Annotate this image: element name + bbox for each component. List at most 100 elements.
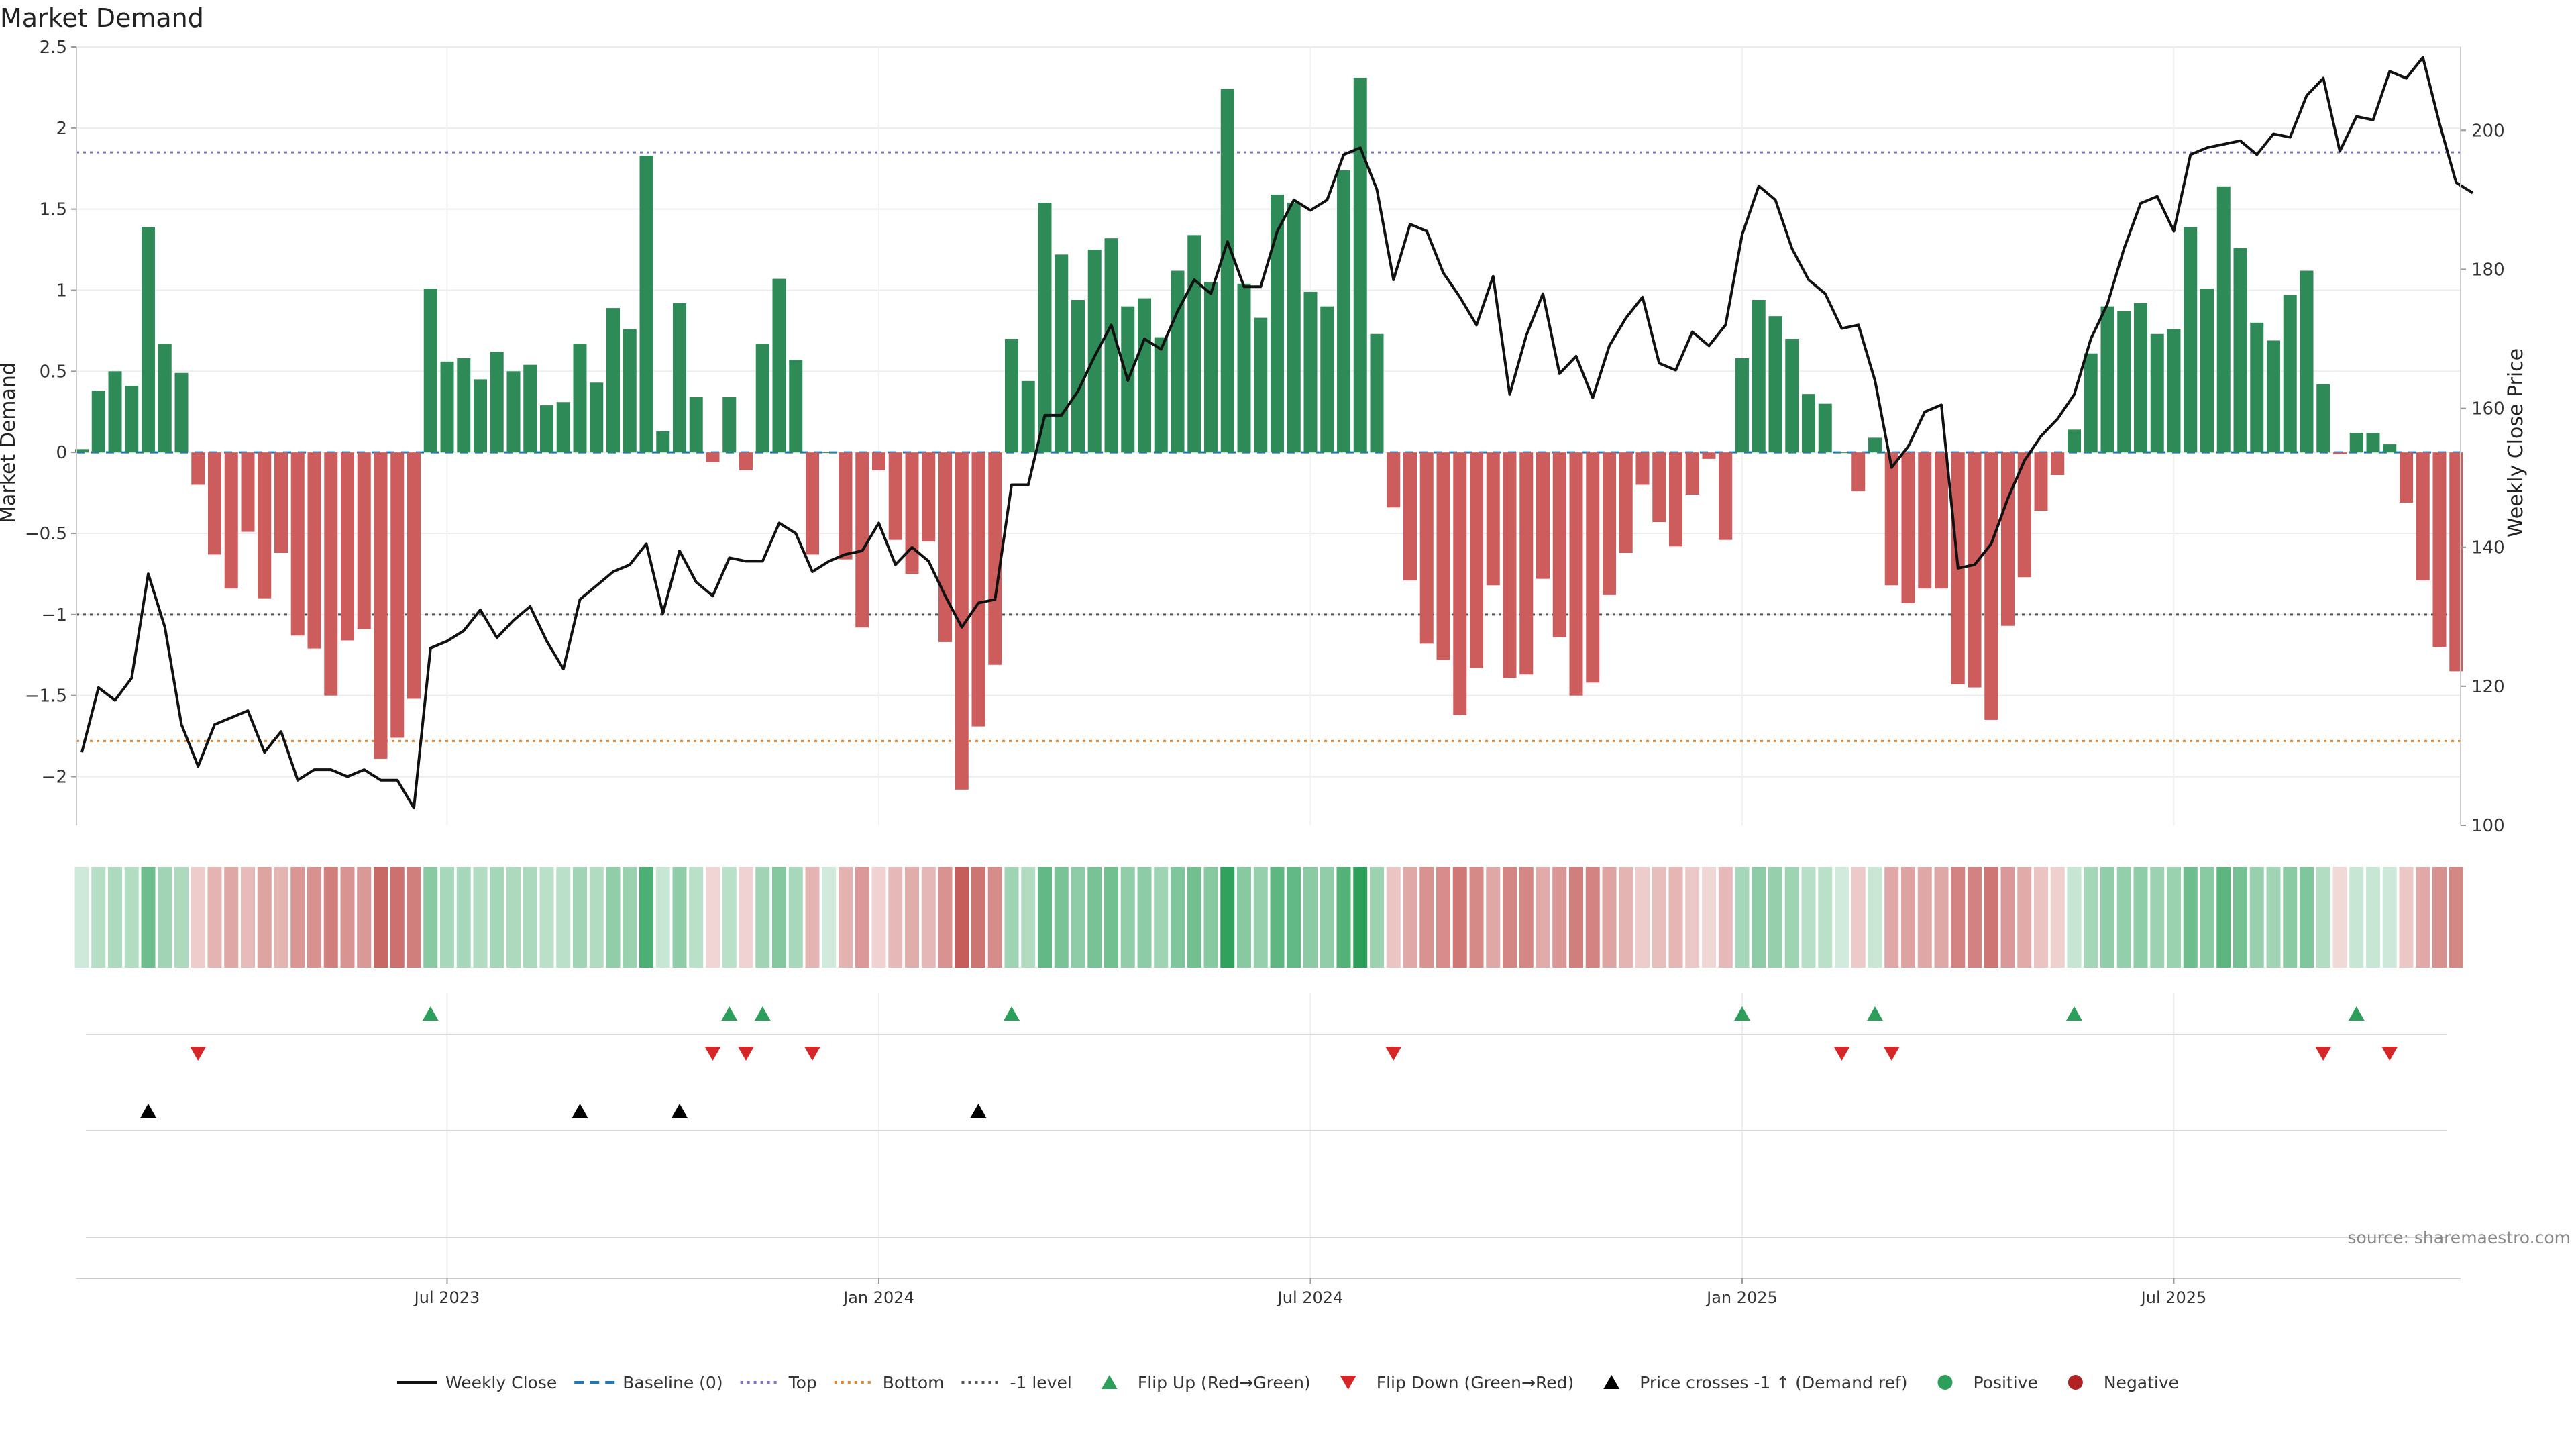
heat-cell [1552, 867, 1567, 968]
demand-bar [1702, 452, 1716, 459]
demand-bar [855, 452, 869, 628]
heat-cell [1237, 867, 1251, 968]
demand-bar [888, 452, 902, 540]
y-axis-label: Market Demand [0, 362, 20, 523]
demand-bar [789, 360, 803, 453]
y-tick-label: 0 [56, 443, 67, 463]
heat-cell [2200, 867, 2214, 968]
demand-bar [1884, 452, 1898, 586]
heat-cell [1685, 867, 1700, 968]
heat-cell [1934, 867, 1949, 968]
heat-cell [556, 867, 571, 968]
heat-cell [1436, 867, 1450, 968]
heat-cell [2116, 867, 2131, 968]
heat-cell [2183, 867, 2198, 968]
demand-bar [2167, 329, 2181, 453]
demand-bar [290, 452, 305, 636]
heat-cell [1038, 867, 1052, 968]
demand-bar [590, 382, 604, 453]
heat-cell [1951, 867, 1966, 968]
demand-bar [1055, 254, 1069, 453]
heat-cell [1984, 867, 1998, 968]
heat-cell [224, 867, 239, 968]
demand-bar [673, 303, 686, 453]
demand-bar [839, 452, 853, 560]
demand-bar [1802, 394, 1815, 453]
y2-tick-label: 120 [2471, 677, 2505, 697]
demand-bar [1818, 403, 1832, 453]
flip-down-marker [804, 1047, 820, 1061]
flip-up-marker [422, 1006, 439, 1021]
heat-cell [1370, 867, 1384, 968]
flip-up-marker [2348, 1006, 2365, 1021]
heat-cell [1884, 867, 1899, 968]
heat-cell [340, 867, 355, 968]
heat-cell [1270, 867, 1285, 968]
heat-cell [2349, 867, 2364, 968]
demand-bar [2366, 433, 2380, 453]
demand-bar [689, 397, 703, 453]
heat-cell [2050, 867, 2065, 968]
demand-bar [1287, 203, 1301, 453]
heat-cell [822, 867, 837, 968]
demand-bar [1104, 238, 1118, 453]
heat-cell [2266, 867, 2281, 968]
heat-cell [1353, 867, 1368, 968]
heat-cell [440, 867, 454, 968]
demand-bar [2150, 333, 2164, 453]
demand-bar [75, 449, 89, 453]
heat-cell [91, 867, 106, 968]
demand-bar [1918, 452, 1932, 589]
heat-cell [2316, 867, 2330, 968]
heat-cell [1519, 867, 1534, 968]
flip-down-marker [1833, 1047, 1850, 1061]
y-tick-label: −2 [42, 768, 67, 788]
heat-cell [672, 867, 687, 968]
heat-cell [921, 867, 936, 968]
heat-cell [772, 867, 786, 968]
demand-bar [1901, 452, 1915, 603]
flip-down-marker [704, 1047, 721, 1061]
y-tick-label: 0.5 [40, 362, 67, 382]
heat-cell [523, 867, 537, 968]
heat-cell [888, 867, 903, 968]
y2-tick-label: 200 [2471, 121, 2505, 141]
heat-cell [2300, 867, 2314, 968]
legend-label: Flip Down (Green→Red) [1377, 1373, 1574, 1392]
demand-bar [1337, 170, 1350, 453]
heat-cell [2233, 867, 2247, 968]
heat-cell [788, 867, 803, 968]
demand-bar [1851, 452, 1866, 492]
heat-cell [955, 867, 969, 968]
heat-cell [1702, 867, 1716, 968]
demand-bar [2084, 353, 2098, 453]
heat-cell [2216, 867, 2231, 968]
demand-bar [1785, 339, 1799, 453]
demand-bar [1652, 452, 1666, 523]
demand-bar [341, 452, 354, 641]
heat-cell [274, 867, 288, 968]
flip-down-marker [738, 1047, 754, 1061]
demand-bar [639, 155, 653, 453]
heat-cell [1071, 867, 1085, 968]
demand-bar [1552, 452, 1566, 637]
legend-label: Weekly Close [445, 1373, 557, 1392]
demand-bar [540, 405, 553, 453]
legend-label: -1 level [1010, 1373, 1071, 1392]
demand-bar [1154, 337, 1168, 453]
demand-bar [274, 452, 288, 553]
flip-down-marker [2315, 1047, 2332, 1061]
demand-bar [623, 329, 637, 453]
demand-bar [1536, 452, 1550, 579]
y2-tick-label: 160 [2471, 399, 2505, 419]
demand-bar [2100, 306, 2114, 453]
cross-marker [572, 1104, 588, 1118]
heat-cell [1054, 867, 1069, 968]
demand-bar [1038, 203, 1052, 453]
demand-bar [2449, 452, 2463, 672]
heat-cell [191, 867, 205, 968]
demand-bar [440, 361, 454, 453]
demand-bar [208, 452, 221, 555]
legend-swatch [1603, 1375, 1620, 1389]
demand-bar [1138, 298, 1151, 453]
